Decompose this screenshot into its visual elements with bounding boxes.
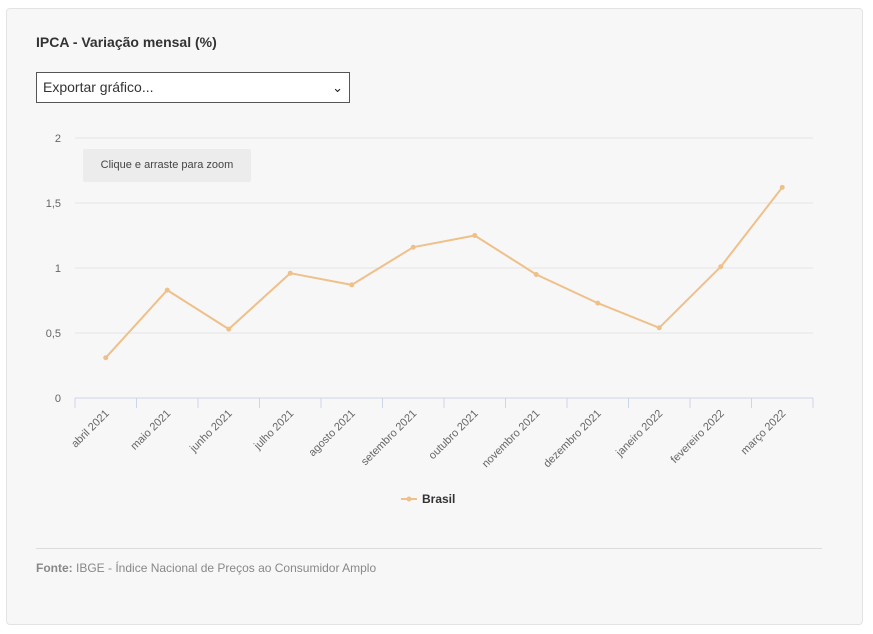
data-point xyxy=(349,282,355,288)
x-tick-label: junho 2021 xyxy=(187,408,235,456)
y-tick-label: 1,5 xyxy=(46,198,61,210)
source-text: IBGE - Índice Nacional de Preços ao Cons… xyxy=(76,561,377,575)
x-tick-label: outubro 2021 xyxy=(427,408,481,462)
data-point xyxy=(103,355,109,361)
data-point xyxy=(656,325,662,331)
x-tick-label: fevereiro 2022 xyxy=(669,408,727,466)
x-tick-label: novembro 2021 xyxy=(480,408,543,471)
data-point xyxy=(533,272,539,277)
x-tick-label: agosto 2021 xyxy=(307,408,358,459)
y-tick-label: 2 xyxy=(55,133,61,145)
data-point xyxy=(718,264,724,270)
export-select-value: Exportar gráfico... xyxy=(43,79,154,95)
y-tick-label: 0 xyxy=(55,393,61,405)
x-tick-label: janeiro 2022 xyxy=(613,408,665,460)
x-tick-label: julho 2021 xyxy=(251,408,296,453)
source-label: Fonte: xyxy=(36,561,73,575)
x-tick-label: dezembro 2021 xyxy=(541,408,604,471)
export-chart-select[interactable]: Exportar gráfico... ⌄ xyxy=(36,72,350,103)
data-point xyxy=(472,233,478,238)
source-note: Fonte: IBGE - Índice Nacional de Preços … xyxy=(36,561,376,575)
chart-title: IPCA - Variação mensal (%) xyxy=(36,34,217,50)
data-point xyxy=(287,270,293,276)
x-tick-label: setembro 2021 xyxy=(359,408,419,468)
x-tick-label: abril 2021 xyxy=(69,408,112,451)
chart-card xyxy=(6,8,863,625)
zoom-hint: Clique e arraste para zoom xyxy=(83,149,251,182)
x-tick-label: março 2022 xyxy=(739,408,789,458)
data-point xyxy=(226,326,232,332)
data-point xyxy=(595,300,601,306)
chevron-down-icon: ⌄ xyxy=(332,80,343,95)
x-tick-label: maio 2021 xyxy=(129,408,174,453)
data-point xyxy=(779,184,785,190)
y-tick-label: 1 xyxy=(55,263,61,275)
legend-label-brasil: Brasil xyxy=(422,492,455,506)
footer-divider xyxy=(36,548,822,549)
data-point xyxy=(164,287,170,293)
series-line-brasil xyxy=(105,186,784,359)
legend-marker xyxy=(406,496,412,502)
data-point xyxy=(410,244,416,250)
y-tick-label: 0,5 xyxy=(46,328,61,340)
